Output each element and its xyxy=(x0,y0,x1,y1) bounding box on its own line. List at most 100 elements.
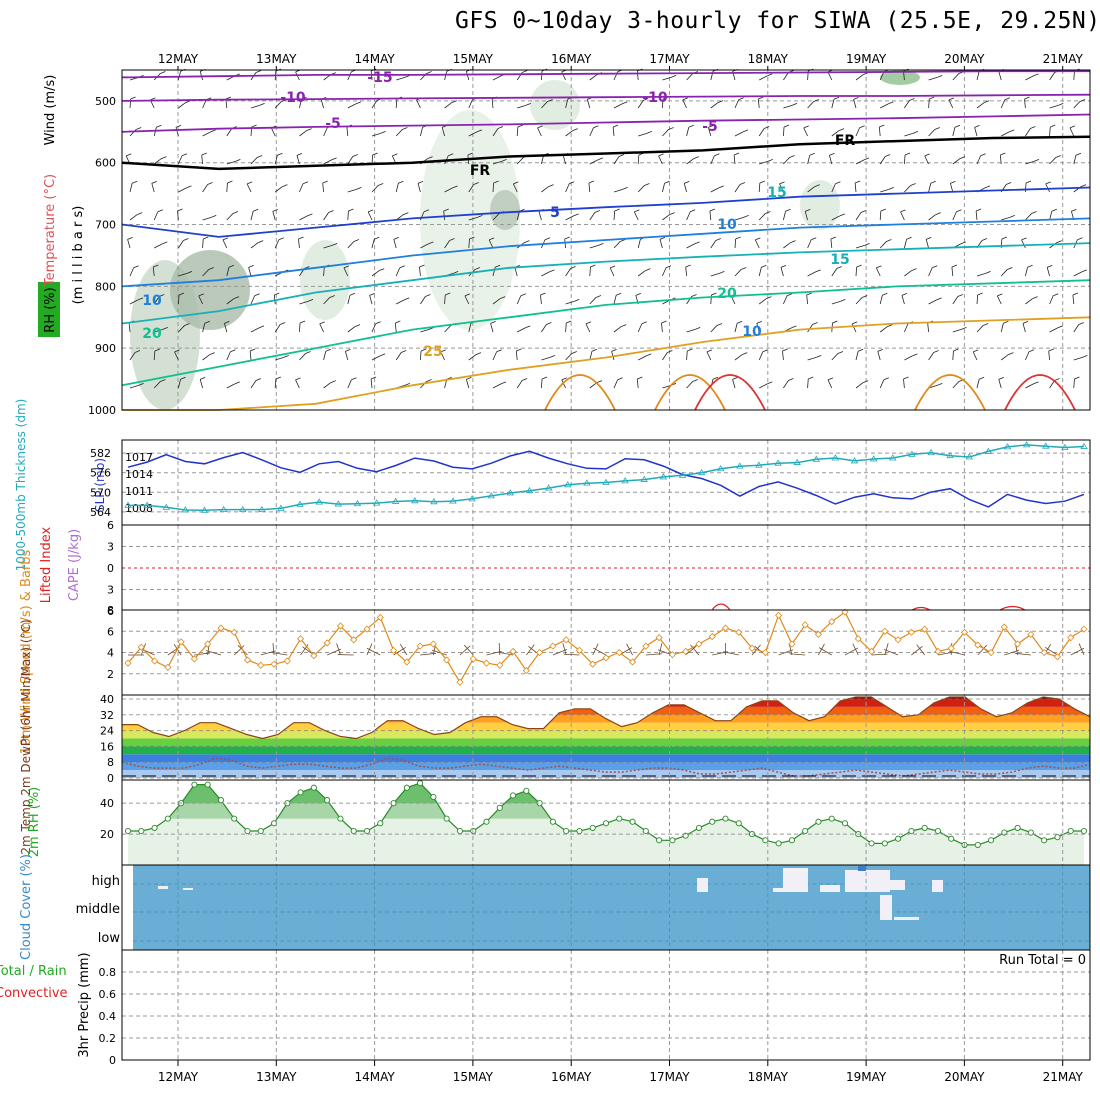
rh-axis-label: RH (%) xyxy=(43,287,58,332)
wind-barb xyxy=(251,124,257,128)
thickness-line-marker xyxy=(353,499,362,507)
y-tick-label: 3 xyxy=(107,584,114,597)
wind-barb xyxy=(906,236,912,240)
wind-barb xyxy=(879,71,885,81)
wind-barb xyxy=(1001,216,1010,221)
wind-speed-marker xyxy=(416,642,424,650)
wind-barb xyxy=(901,292,908,296)
wind-speed-marker xyxy=(854,635,862,643)
wind-barb xyxy=(953,348,959,352)
wind-barb xyxy=(564,239,566,249)
wind-barb xyxy=(732,376,738,380)
y-tick-label: low xyxy=(98,931,121,946)
wind-barb xyxy=(1049,157,1057,165)
wind-barb xyxy=(952,158,961,165)
wind-speed-marker xyxy=(1000,623,1008,631)
wind-barb xyxy=(961,326,967,330)
isotherm--5 xyxy=(121,113,1091,133)
wind-barb xyxy=(516,380,523,389)
wind-barb xyxy=(710,272,720,277)
wind-barb xyxy=(950,183,954,193)
wind-barb xyxy=(491,99,494,109)
wind-barb xyxy=(468,184,475,193)
thickness-line-marker xyxy=(391,497,400,504)
wind-barb xyxy=(662,267,667,277)
wind-barb xyxy=(1003,320,1009,324)
wind-speed-marker xyxy=(642,642,650,650)
wind-barb xyxy=(972,349,979,353)
wind-barb xyxy=(609,265,616,269)
wind-barb xyxy=(565,215,574,221)
wind-barb xyxy=(272,211,276,221)
cloud-bg xyxy=(133,865,1090,950)
y-tick-label: 582 xyxy=(90,447,111,460)
wind-barb xyxy=(1021,239,1026,249)
y-tick-label: 0.6 xyxy=(99,988,117,1001)
rh-marker xyxy=(629,818,636,825)
wind-barb xyxy=(299,320,306,324)
wind-barb xyxy=(880,188,889,193)
wind-barb xyxy=(416,99,421,109)
wind-barb xyxy=(549,269,555,273)
contour-label: 15 xyxy=(767,185,786,201)
rh-marker xyxy=(430,793,437,801)
wind-barb xyxy=(759,383,768,389)
rh-marker xyxy=(775,840,782,847)
wind-barb xyxy=(831,183,836,193)
wind-barb xyxy=(459,645,471,656)
slp-line xyxy=(127,450,1085,508)
wind-barb xyxy=(927,323,929,333)
wind-barb xyxy=(444,294,446,305)
wind-barb xyxy=(393,646,407,656)
wind-barb xyxy=(935,212,941,215)
wind-barb xyxy=(474,267,481,270)
wind-barb xyxy=(420,328,430,333)
wind-barb xyxy=(336,643,341,656)
wind-barb xyxy=(159,294,165,297)
wind-barb xyxy=(404,382,410,386)
wind-barb xyxy=(561,379,566,389)
wind-barb xyxy=(693,156,699,159)
wind-barb xyxy=(1057,325,1063,329)
thickness-line-marker xyxy=(506,489,515,496)
wind-barb xyxy=(764,126,770,129)
wind-barb xyxy=(226,351,231,361)
wind-barb xyxy=(879,156,886,165)
wind-barb xyxy=(1056,240,1062,243)
wind-barb xyxy=(589,74,598,81)
wind-barb xyxy=(492,160,502,165)
panel-upper-air: 500 600 700 800 900 1000 -15 -10 -10 -5 -5 FR FR 5 10 1… xyxy=(88,68,1091,417)
date-label-bottom: 14MAY xyxy=(354,1070,395,1084)
wind-barb xyxy=(1032,296,1038,299)
wind-speed-marker xyxy=(814,630,823,639)
wind-barb xyxy=(230,349,236,353)
thickness-line-marker xyxy=(219,505,228,513)
wind-barb xyxy=(202,131,211,137)
wind-barb xyxy=(444,102,453,109)
wind-barb xyxy=(888,186,894,190)
wind-barb xyxy=(912,353,918,357)
wind-barb xyxy=(1025,182,1027,193)
wind-barb xyxy=(299,300,309,305)
wind-barb xyxy=(420,350,422,361)
y-tick-label: 570 xyxy=(90,486,111,499)
wind-speed-marker xyxy=(682,647,690,656)
wind-barb xyxy=(347,379,352,389)
wind-barb xyxy=(686,328,696,333)
date-label-bottom: 12MAY xyxy=(158,1070,199,1084)
wind-barb xyxy=(130,96,136,100)
wind-barb xyxy=(546,322,552,325)
wind-barb xyxy=(222,237,229,241)
wind-barb xyxy=(759,180,765,184)
wind-barb xyxy=(490,320,496,324)
wind-barb xyxy=(767,73,773,77)
wind-barb xyxy=(1033,158,1040,162)
contour-label: -15 xyxy=(367,70,392,86)
wind-barb xyxy=(783,242,791,249)
wind-barb xyxy=(1049,126,1051,137)
rh-marker xyxy=(828,815,835,822)
wind-barb xyxy=(250,327,260,333)
wind-barb xyxy=(790,240,796,243)
panel-temperature: 0 8 16 24 32 40 xyxy=(100,693,1091,785)
wind-barb xyxy=(133,265,139,269)
